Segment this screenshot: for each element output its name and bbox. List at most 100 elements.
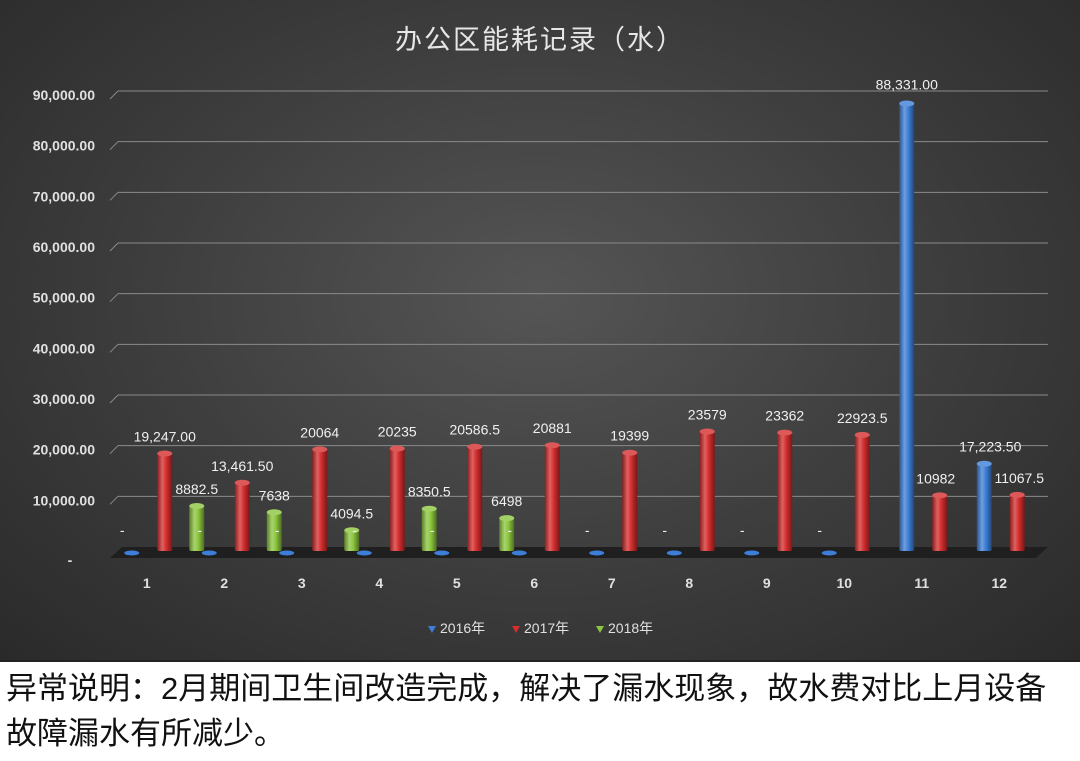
- bar-top-2017年: [1009, 491, 1025, 498]
- bar-zero-2016年: [821, 550, 837, 556]
- bar-top-2017年: [622, 449, 638, 456]
- x-tick-label: 8: [685, 575, 693, 591]
- bar-top-2017年: [544, 442, 560, 449]
- y-tick-label: 90,000.00: [33, 87, 95, 103]
- bar-2018年: [189, 505, 205, 551]
- gridline-edge: [109, 242, 119, 252]
- bar-top-2017年: [777, 429, 793, 436]
- data-label: -: [352, 522, 357, 538]
- bar-2017年: [1009, 494, 1025, 551]
- data-label: -: [275, 522, 280, 538]
- chart-title: 办公区能耗记录（水）: [395, 25, 685, 55]
- x-tick-label: 6: [530, 575, 538, 591]
- bar-2017年: [467, 446, 483, 551]
- data-label: 20064: [300, 424, 339, 440]
- bar-zero-2016年: [511, 550, 527, 556]
- bar-2018年: [421, 508, 437, 551]
- bar-top-2017年: [157, 450, 173, 457]
- data-label: 11067.5: [994, 470, 1044, 486]
- bar-2017年: [389, 448, 405, 551]
- bar-top-2018年: [189, 502, 205, 509]
- gridline-edge: [109, 445, 119, 455]
- bar-zero-2016年: [279, 550, 295, 556]
- data-label: 17,223.50: [959, 439, 1021, 455]
- data-label: 23579: [688, 407, 727, 423]
- bar-zero-2016年: [124, 550, 140, 556]
- bar-2017年: [777, 432, 793, 551]
- x-tick-label: 12: [991, 575, 1007, 591]
- y-tick-label: 60,000.00: [33, 239, 95, 255]
- bar-top-2017年: [854, 431, 870, 438]
- legend-marker: [512, 626, 520, 633]
- data-label: 88,331.00: [876, 76, 938, 92]
- bar-top-2017年: [312, 446, 328, 453]
- legend-label: 2016年: [440, 620, 485, 636]
- chart-panel: 办公区能耗记录（水） - 10,000.00 20,000.00 30,000.00 4…: [0, 0, 1080, 660]
- bar-top-2017年: [932, 492, 948, 499]
- gridline-edge: [109, 90, 119, 100]
- data-label: 19,247.00: [134, 428, 196, 444]
- legend-marker: [428, 626, 436, 633]
- x-tick-label: 7: [608, 575, 616, 591]
- bar-2017年: [312, 449, 328, 551]
- bar-2017年: [622, 452, 638, 551]
- data-label: 8350.5: [408, 484, 451, 500]
- data-label: -: [585, 522, 590, 538]
- data-label: -: [197, 522, 202, 538]
- data-label: 23362: [765, 408, 804, 424]
- bar-zero-2016年: [356, 550, 372, 556]
- gridline-edge: [109, 293, 119, 303]
- bar-2016年: [976, 463, 992, 551]
- bar-top-2017年: [467, 443, 483, 450]
- abnormal-note: 异常说明：2月期间卫生间改造完成，解决了漏水现象，故水费对比上月设备故障漏水有所…: [0, 660, 1080, 761]
- legend-marker: [596, 626, 604, 633]
- data-label: -: [817, 522, 822, 538]
- bar-zero-2016年: [744, 550, 760, 556]
- bar-top-2018年: [266, 509, 282, 516]
- data-label: 20235: [378, 423, 417, 439]
- bar-zero-2016年: [434, 550, 450, 556]
- x-tick-label: 5: [453, 575, 461, 591]
- bar-top-2017年: [234, 479, 250, 486]
- gridline-edge: [109, 343, 119, 353]
- data-label: 6498: [491, 493, 522, 509]
- bar-top-2017年: [699, 428, 715, 435]
- y-tick-label: 40,000.00: [33, 340, 95, 356]
- bar-2016年: [899, 103, 915, 551]
- legend-label: 2018年: [608, 620, 653, 636]
- gridline-edge: [109, 191, 119, 201]
- y-tick-label: 80,000.00: [33, 138, 95, 154]
- y-tick-label: 20,000.00: [33, 442, 95, 458]
- data-label: 19399: [610, 428, 649, 444]
- bar-2017年: [932, 495, 948, 551]
- data-label: -: [430, 522, 435, 538]
- bar-2018年: [344, 530, 360, 551]
- bar-zero-2016年: [589, 550, 605, 556]
- bar-top-2016年: [976, 460, 992, 467]
- x-tick-label: 9: [763, 575, 771, 591]
- y-tick-label: 50,000.00: [33, 290, 95, 306]
- x-tick-label: 2: [220, 575, 228, 591]
- x-tick-label: 10: [836, 575, 852, 591]
- data-label: -: [740, 522, 745, 538]
- bar-2017年: [544, 445, 560, 551]
- bar-2018年: [266, 512, 282, 551]
- legend-label: 2017年: [524, 620, 569, 636]
- chart-svg: - 10,000.00 20,000.00 30,000.00 40,000.00 50,…: [33, 76, 1048, 636]
- data-label: 13,461.50: [211, 458, 273, 474]
- data-label: 8882.5: [175, 481, 218, 497]
- y-tick-label: 70,000.00: [33, 188, 95, 204]
- x-tick-label: 3: [298, 575, 306, 591]
- data-label: 20586.5: [449, 422, 500, 438]
- gridline-edge: [109, 495, 119, 505]
- data-label: 4094.5: [330, 505, 373, 521]
- bar-top-2018年: [421, 505, 437, 512]
- y-tick-label: 10,000.00: [33, 492, 95, 508]
- bar-top-2016年: [899, 100, 915, 107]
- bar-2017年: [699, 431, 715, 551]
- bar-2017年: [234, 482, 250, 551]
- bar-top-2018年: [344, 527, 360, 534]
- data-label: -: [120, 522, 125, 538]
- y-tick-label: -: [68, 552, 73, 568]
- y-tick-label: 30,000.00: [33, 391, 95, 407]
